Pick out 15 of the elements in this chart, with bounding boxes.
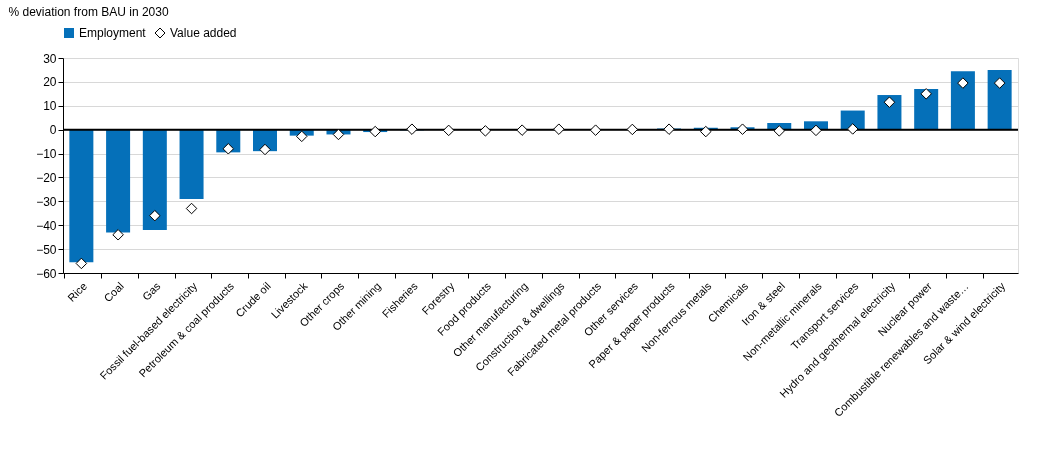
- legend-label: Employment: [79, 26, 147, 40]
- y-tick-label: −60: [36, 266, 57, 281]
- y-tick-label: 30: [43, 51, 57, 66]
- legend-label: Value added: [170, 26, 237, 40]
- y-tick-label: 20: [43, 75, 57, 90]
- y-tick-label: −20: [36, 170, 57, 185]
- y-tick-label: 0: [49, 123, 57, 138]
- x-tick-label: Gas: [139, 279, 163, 303]
- y-tick-label: −10: [36, 147, 57, 162]
- y-tick-label: −30: [36, 194, 57, 209]
- y-axis-title: % deviation from BAU in 2030: [8, 4, 169, 19]
- y-tick-label: −40: [36, 218, 57, 233]
- y-tick-label: −50: [36, 242, 57, 257]
- x-tick-label: Rice: [65, 279, 90, 304]
- y-tick-label: 10: [43, 99, 57, 114]
